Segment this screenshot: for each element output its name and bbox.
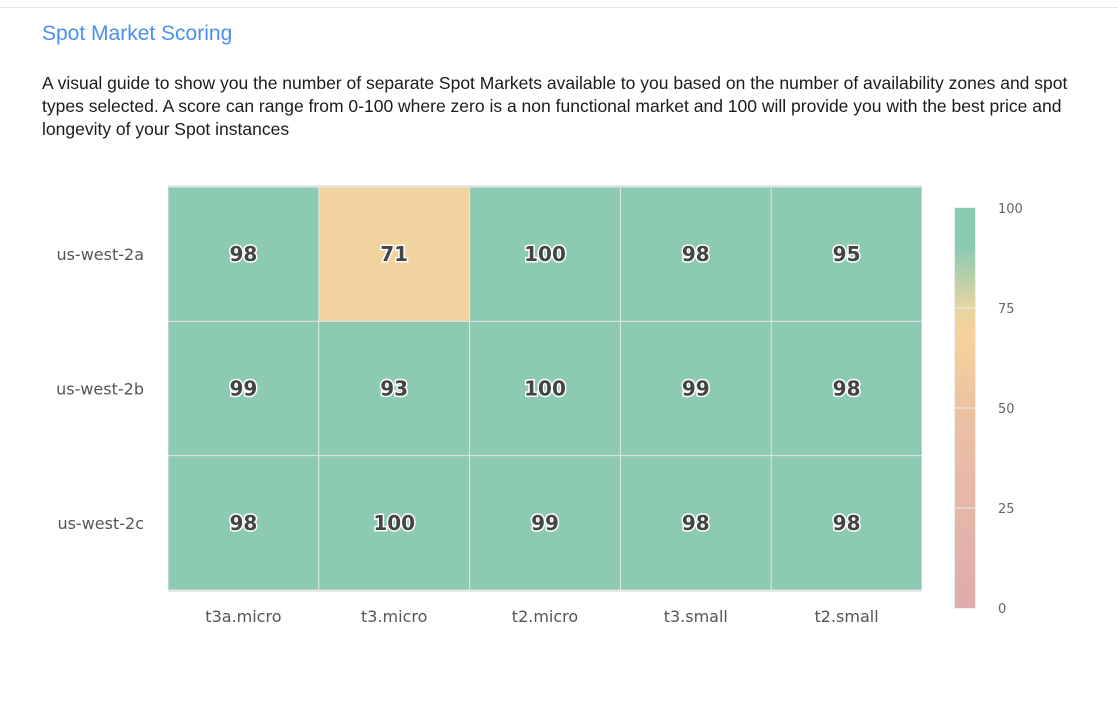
y-tick-label: us-west-2c (57, 514, 144, 533)
heatmap-cell[interactable] (771, 321, 922, 456)
colorbar-tick-label: 75 (998, 302, 1015, 317)
heatmap-cell[interactable] (168, 456, 319, 590)
x-tick-label: t3.micro (361, 607, 427, 626)
heatmap-cell[interactable] (319, 187, 470, 321)
cell-value-label: 71 (380, 242, 408, 266)
colorbar-tick-label: 50 (998, 402, 1015, 417)
section-description: A visual guide to show you the number of… (42, 73, 1068, 139)
section-title: Spot Market Scoring (42, 22, 233, 45)
cell-value-label: 99 (229, 377, 257, 401)
cell-value-label: 99 (682, 377, 710, 401)
heatmap-cell[interactable] (620, 321, 771, 456)
heatmap-cell[interactable] (470, 456, 620, 590)
cell-value-label: 93 (380, 377, 408, 401)
cell-value-label: 98 (833, 511, 861, 535)
y-tick-label: us-west-2a (56, 245, 144, 264)
heatmap-cell[interactable] (620, 456, 771, 590)
heatmap-cell[interactable] (319, 456, 470, 590)
x-tick-label: t3.small (664, 607, 728, 626)
y-tick-label: us-west-2b (56, 380, 144, 399)
x-tick-label: t3a.micro (205, 607, 281, 626)
heatmap-cell[interactable] (771, 456, 922, 590)
colorbar-tick-label: 100 (998, 202, 1023, 217)
heatmap-cell[interactable] (168, 321, 319, 456)
x-tick-label: t2.small (815, 607, 879, 626)
heatmap-cell[interactable] (771, 187, 922, 321)
cell-value-label: 98 (229, 242, 257, 266)
x-tick-label: t2.micro (512, 607, 578, 626)
cell-value-label: 98 (229, 511, 257, 535)
cell-value-label: 98 (682, 242, 710, 266)
cell-value-label: 100 (524, 377, 566, 401)
heatmap-cell[interactable] (620, 187, 771, 321)
cell-value-label: 99 (531, 511, 559, 535)
heatmap-cell[interactable] (168, 187, 319, 321)
heatmap-cell[interactable] (470, 187, 620, 321)
heatmap-cell[interactable] (470, 321, 620, 456)
cell-value-label: 100 (373, 511, 415, 535)
heatmap-cell[interactable] (319, 321, 470, 456)
cell-value-label: 95 (833, 242, 861, 266)
top-divider (0, 7, 1118, 8)
cell-value-label: 98 (833, 377, 861, 401)
colorbar-tick-label: 0 (998, 602, 1006, 617)
cell-value-label: 98 (682, 511, 710, 535)
cell-value-label: 100 (524, 242, 566, 266)
colorbar-tick-label: 25 (998, 502, 1015, 517)
